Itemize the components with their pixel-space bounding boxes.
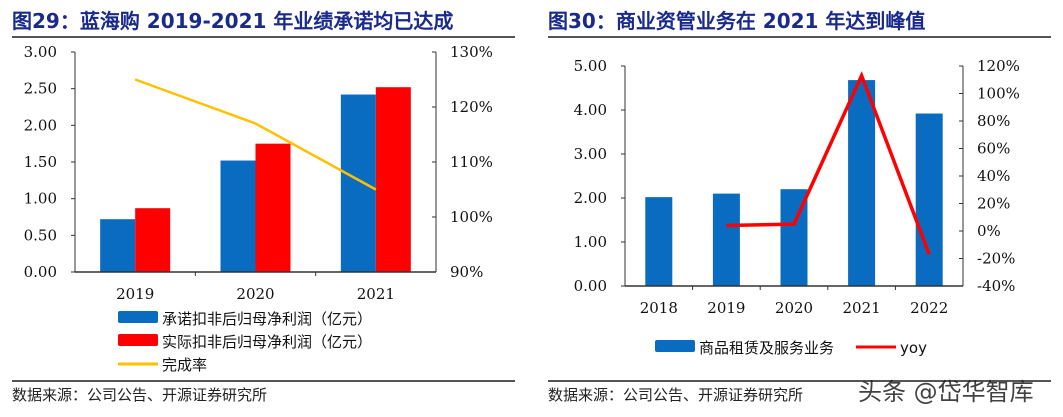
- legend-swatch: [118, 311, 158, 323]
- bar-实际扣非后归母净利润（亿元）-2020: [255, 143, 291, 272]
- bar-承诺扣非后归母净利润（亿元）-2019: [100, 219, 136, 272]
- right-chart-title: 图30：商业资管业务在 2021 年达到峰值: [548, 9, 926, 33]
- y-tick-label: 1.50: [24, 153, 57, 171]
- y2-tick-label: -40%: [977, 277, 1015, 295]
- y-tick-label: 1.00: [574, 233, 607, 251]
- legend-label: 承诺扣非后归母净利润（亿元）: [162, 310, 372, 328]
- bar-实际扣非后归母净利润（亿元）-2021: [375, 87, 411, 272]
- bar-商品租赁及服务业务-2021: [848, 80, 876, 286]
- y-tick-label: 2.00: [24, 116, 57, 134]
- y2-tick-label: 100%: [450, 208, 493, 226]
- y2-tick-label: 120%: [977, 57, 1020, 75]
- legend-swatch: [655, 340, 695, 352]
- legend-label: yoy: [900, 339, 927, 357]
- right-source: 数据来源：公司公告、开源证券研究所: [548, 386, 804, 404]
- y2-tick-label: 130%: [450, 43, 493, 61]
- y2-tick-label: 100%: [977, 85, 1020, 103]
- y2-tick-label: 90%: [450, 263, 483, 281]
- left-source-rule: [12, 380, 515, 382]
- left-source: 数据来源：公司公告、开源证券研究所: [12, 386, 268, 404]
- legend-swatch: [118, 334, 158, 346]
- bar-商品租赁及服务业务-2019: [712, 193, 740, 286]
- bar-商品租赁及服务业务-2022: [915, 113, 943, 287]
- y-tick-label: 3.00: [24, 43, 57, 61]
- y-tick-label: 1.00: [24, 190, 57, 208]
- legend-label: 完成率: [162, 356, 207, 374]
- y-tick-label: 2.00: [574, 189, 607, 207]
- y-tick-label: 5.00: [574, 57, 607, 75]
- y2-tick-label: 60%: [977, 140, 1010, 158]
- x-tick-label: 2018: [640, 299, 678, 317]
- y2-tick-label: -20%: [977, 250, 1015, 268]
- y-tick-label: 0.50: [24, 226, 57, 244]
- y-tick-label: 0.00: [574, 277, 607, 295]
- bar-商品租赁及服务业务-2018: [645, 197, 673, 286]
- x-tick-label: 2020: [775, 299, 813, 317]
- watermark: 头条 @岱华智库: [858, 378, 1034, 406]
- y2-tick-label: 40%: [977, 167, 1010, 185]
- bar-承诺扣非后归母净利润（亿元）-2021: [340, 94, 376, 273]
- legend-label: 实际扣非后归母净利润（亿元）: [162, 333, 372, 351]
- x-tick-label: 2019: [707, 299, 745, 317]
- x-tick-label: 2020: [236, 285, 274, 303]
- x-tick-label: 2019: [116, 285, 154, 303]
- y2-tick-label: 110%: [450, 153, 493, 171]
- left-title-rule: [12, 36, 515, 38]
- y-tick-label: 3.00: [574, 145, 607, 163]
- right-source-rule: [548, 380, 1051, 382]
- y2-tick-label: 20%: [977, 195, 1010, 213]
- bar-实际扣非后归母净利润（亿元）-2019: [135, 208, 171, 272]
- right-title-rule: [548, 36, 1051, 38]
- y2-tick-label: 80%: [977, 112, 1010, 130]
- line-yoy: [726, 71, 931, 255]
- y2-tick-label: 120%: [450, 98, 493, 116]
- x-tick-label: 2021: [843, 299, 881, 317]
- legend-label: 商品租赁及服务业务: [699, 339, 834, 357]
- x-tick-label: 2022: [910, 299, 948, 317]
- y2-tick-label: 0%: [977, 222, 1001, 240]
- y-tick-label: 4.00: [574, 101, 607, 119]
- x-tick-label: 2021: [357, 285, 395, 303]
- bar-承诺扣非后归母净利润（亿元）-2020: [220, 160, 256, 272]
- y-tick-label: 0.00: [24, 263, 57, 281]
- left-chart-title: 图29：蓝海购 2019-2021 年业绩承诺均已达成: [12, 9, 454, 33]
- y-tick-label: 2.50: [24, 80, 57, 98]
